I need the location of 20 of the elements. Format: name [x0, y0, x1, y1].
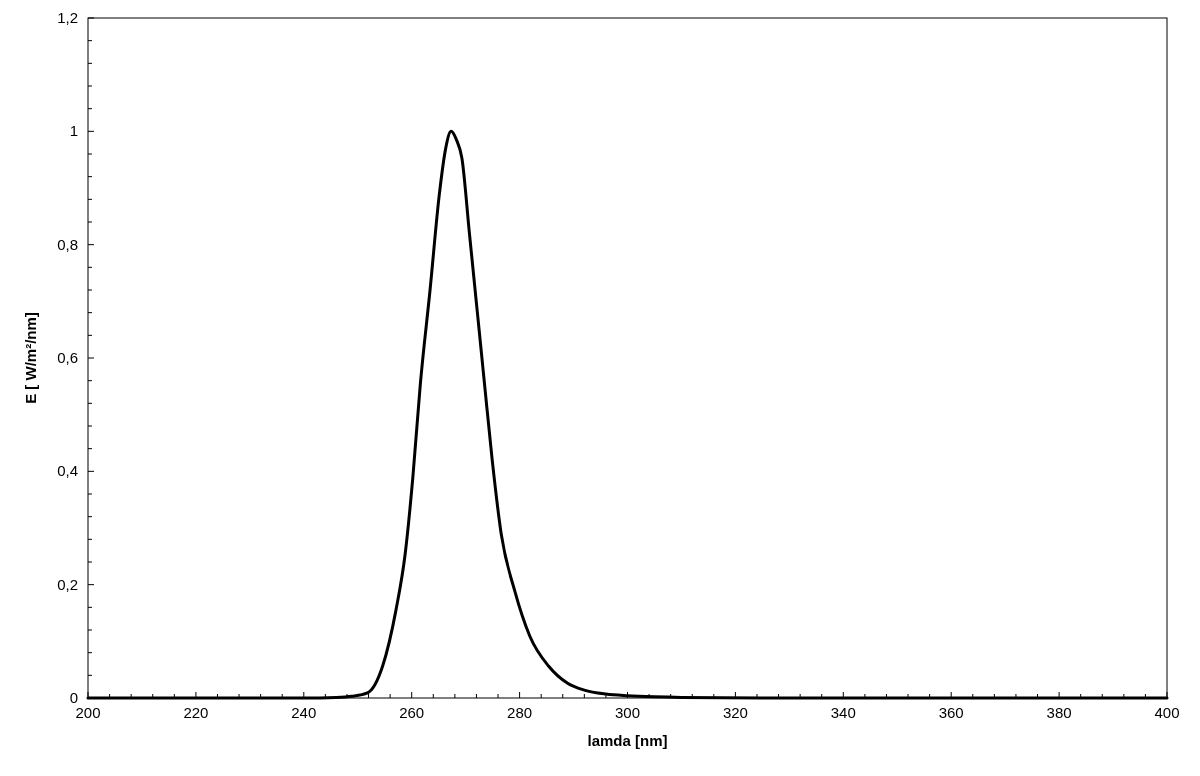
- x-tick-label: 300: [614, 704, 641, 721]
- y-tick-label: 0,8: [57, 235, 78, 253]
- x-tick-label: 280: [507, 704, 533, 721]
- x-tick-label: 260: [399, 704, 425, 721]
- y-tick-label: 1: [69, 122, 78, 140]
- x-axis-title: lamda [nm]: [587, 732, 668, 749]
- y-tick-label: 0,6: [57, 349, 78, 366]
- x-tick-label: 320: [722, 704, 748, 721]
- y-tick-label: 0,2: [57, 575, 78, 593]
- x-tick-label: 220: [183, 704, 209, 721]
- x-tick-label: 240: [291, 704, 317, 721]
- x-tick-label: 200: [75, 704, 101, 721]
- y-tick-label: 1,2: [57, 9, 78, 26]
- y-axis-title: E [ W/m²/nm]: [22, 312, 39, 404]
- y-tick-label: 0: [69, 689, 78, 706]
- y-tick-label: 0,4: [57, 462, 78, 480]
- x-tick-label: 400: [1154, 704, 1180, 721]
- x-tick-label: 360: [938, 704, 964, 721]
- x-tick-label: 380: [1046, 704, 1072, 721]
- x-tick-label: 340: [830, 704, 856, 721]
